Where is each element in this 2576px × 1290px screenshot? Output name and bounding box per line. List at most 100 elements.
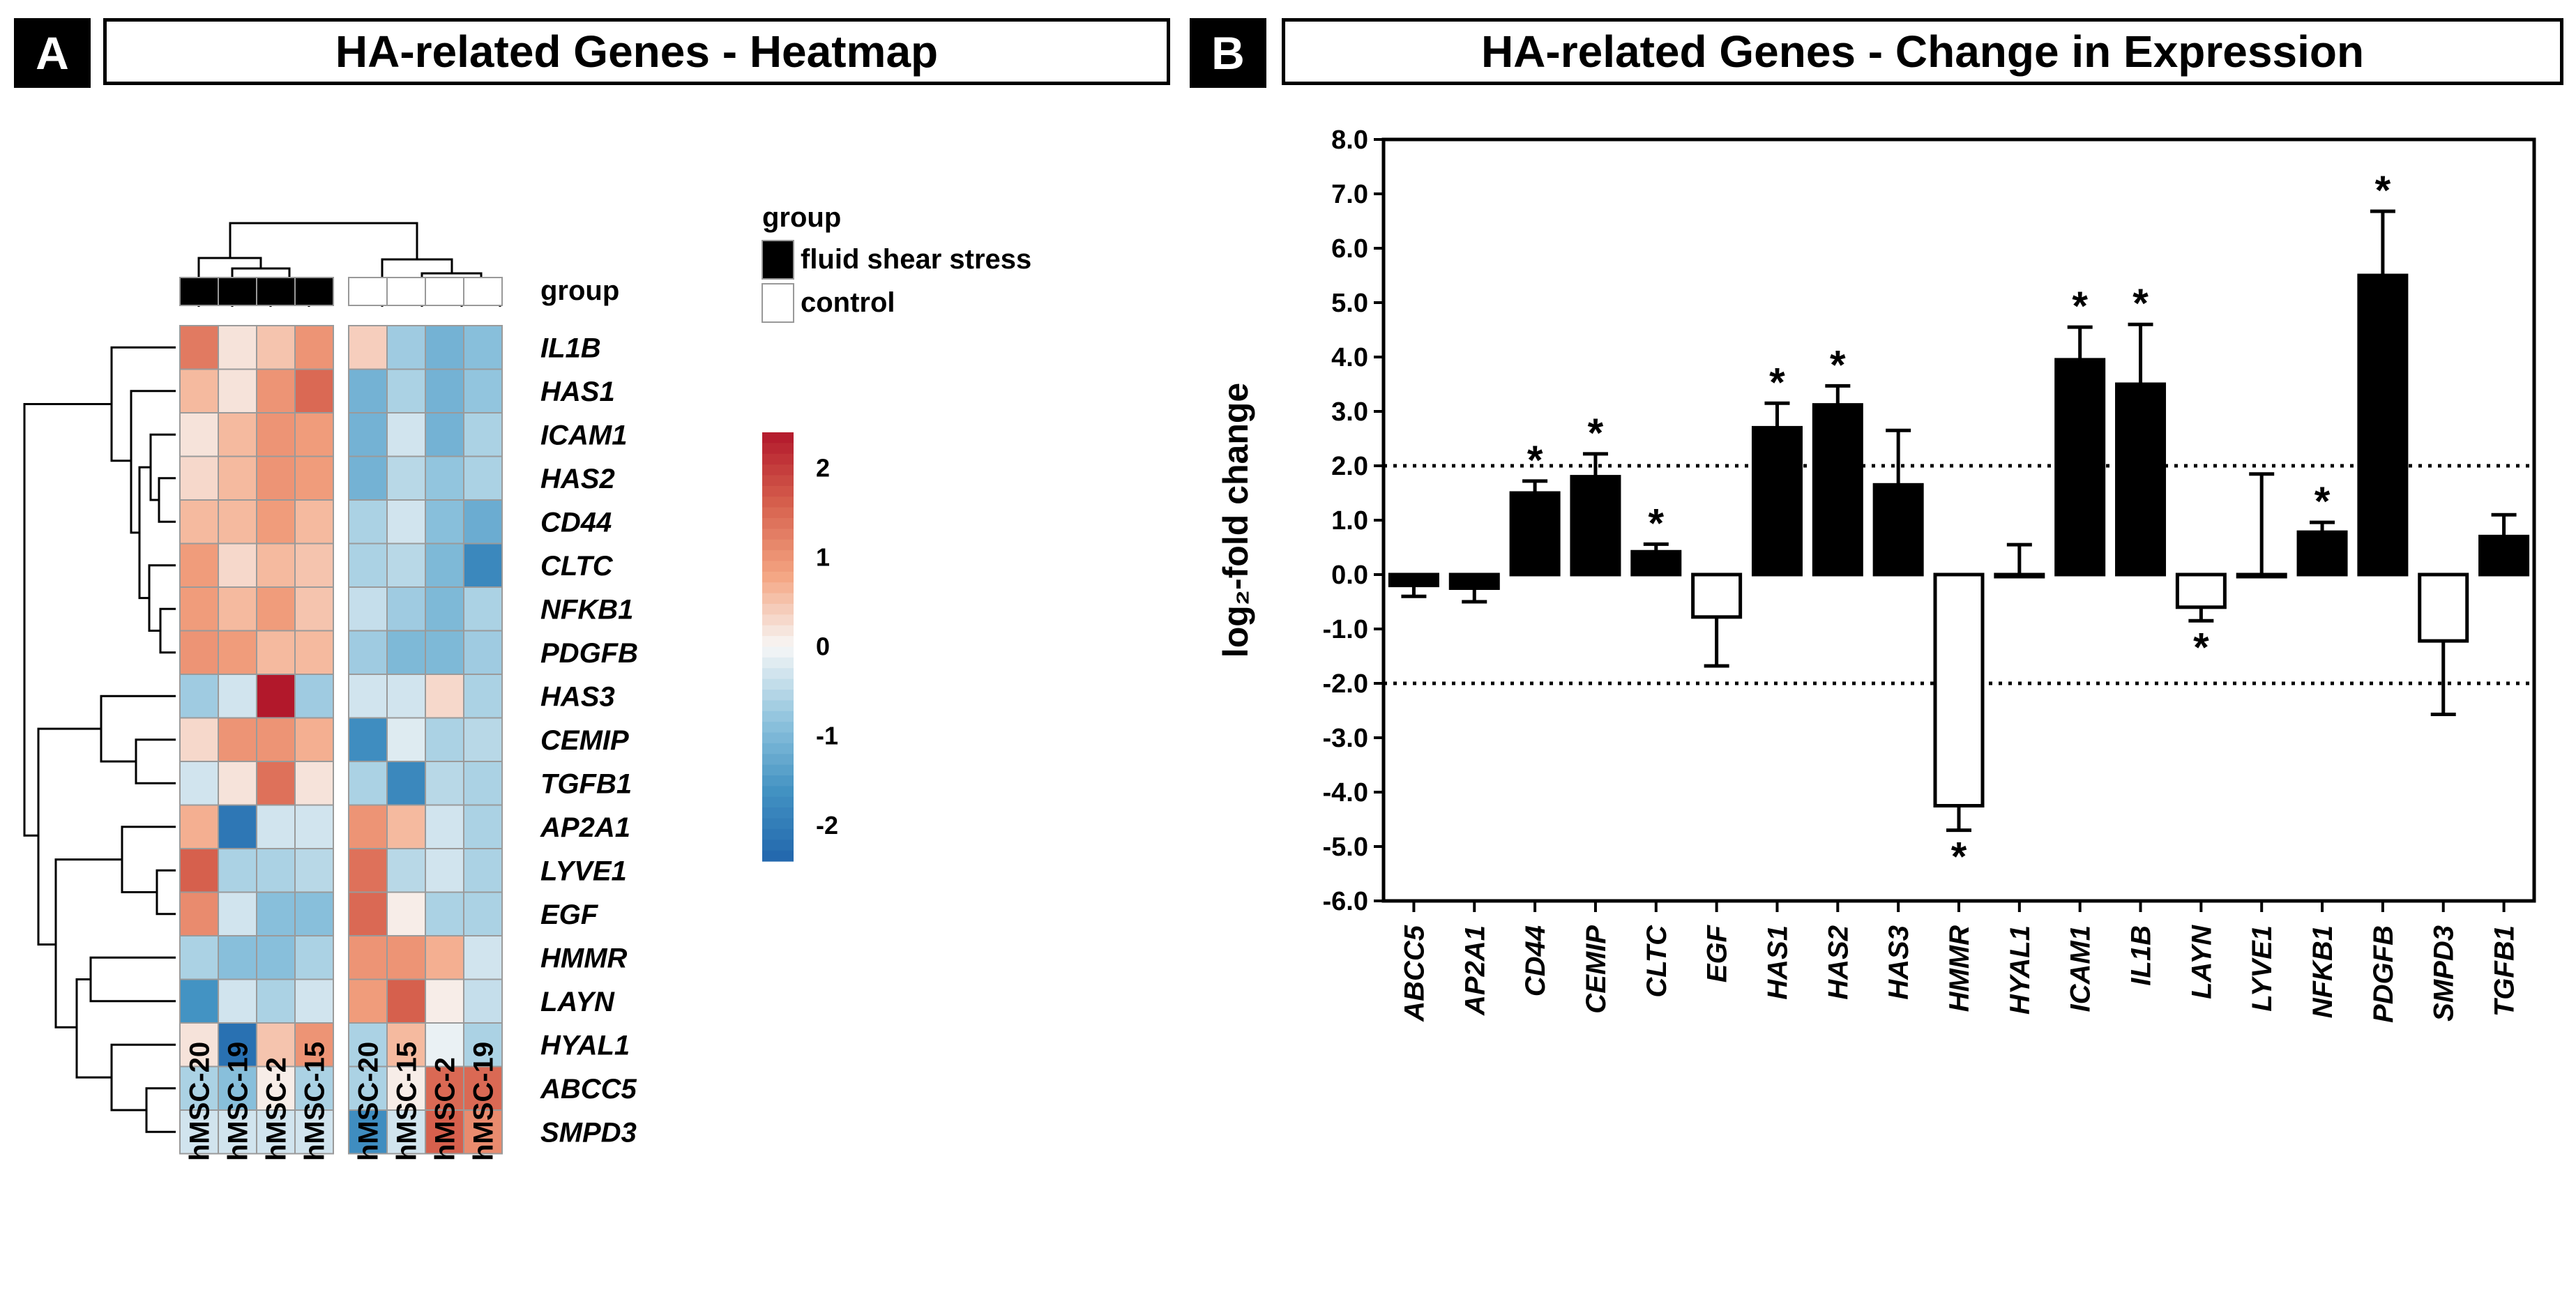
significance-marker: * xyxy=(2193,625,2209,670)
legend-label: control xyxy=(801,287,895,318)
group-cell xyxy=(256,277,296,306)
heatmap-cell xyxy=(463,325,503,370)
row-dendrogram-branch xyxy=(75,978,112,1079)
bar xyxy=(1448,572,1500,590)
heatmap-cell xyxy=(386,1022,426,1068)
row-dendrogram-branch xyxy=(54,858,122,1029)
colorbar-segment xyxy=(762,485,794,497)
colorbar-segment xyxy=(762,850,794,862)
group-cell xyxy=(179,277,219,306)
row-dendrogram-branch xyxy=(110,346,176,462)
bar xyxy=(1872,483,1924,577)
heatmap-cell xyxy=(463,586,503,632)
heatmap-cell xyxy=(348,848,388,893)
row-label: ICAM1 xyxy=(540,420,627,450)
heatmap-cell xyxy=(463,368,503,413)
heatmap-cell xyxy=(425,542,464,588)
heatmap-cell xyxy=(218,455,257,501)
y-tick-label: -4.0 xyxy=(1323,778,1368,807)
row-label: AP2A1 xyxy=(540,812,630,843)
colorbar-segment xyxy=(762,818,794,830)
colorbar-tick-label: -2 xyxy=(816,811,838,840)
heatmap-cell xyxy=(179,848,219,893)
bar-chart: 8.0 7.0 6.0 5.0 4.0 3.0 2.0 1.0 0.0 -1.0 -2.0 -3.0 -… xyxy=(1216,126,2536,1023)
heatmap-cell xyxy=(218,761,257,806)
x-tick-label: CEMIP xyxy=(1581,925,1612,1014)
row-label: TGFB1 xyxy=(540,768,632,799)
heatmap-cell xyxy=(294,848,334,893)
heatmap-cell xyxy=(348,674,388,719)
heatmap-cell xyxy=(348,761,388,806)
column-label: hMSC-15 xyxy=(300,1042,331,1161)
heatmap-cell xyxy=(425,891,464,936)
colorbar-segment xyxy=(762,453,794,465)
row-dendrogram-branch xyxy=(100,695,176,763)
heatmap-cell xyxy=(463,1065,503,1111)
heatmap-cell xyxy=(425,1022,464,1068)
colorbar-segment xyxy=(762,582,794,594)
column-label: hMSC-19 xyxy=(469,1042,499,1161)
significance-marker: * xyxy=(2072,284,2088,329)
row-label: HYAL1 xyxy=(540,1030,630,1061)
colorbar-segment xyxy=(762,432,794,443)
heatmap-cell xyxy=(218,368,257,413)
row-label: CD44 xyxy=(540,507,612,538)
row-label: HAS1 xyxy=(540,377,615,407)
heatmap-cell xyxy=(463,804,503,849)
heatmap-cell xyxy=(348,804,388,849)
heatmap-cell xyxy=(348,1022,388,1068)
heatmap-cell xyxy=(256,368,296,413)
y-tick-label: 4.0 xyxy=(1331,343,1368,372)
heatmap-cell xyxy=(425,499,464,545)
heatmap-cell xyxy=(294,368,334,413)
row-label: LAYN xyxy=(540,987,615,1017)
colorbar-segment xyxy=(762,604,794,615)
heatmap-cell xyxy=(218,1065,257,1111)
row-label: HAS3 xyxy=(540,681,615,712)
heatmap-cell xyxy=(463,717,503,762)
heatmap-cell xyxy=(294,1109,334,1155)
heatmap-cell xyxy=(348,891,388,936)
heatmap-cell xyxy=(256,848,296,893)
row-label: ABCC5 xyxy=(540,1074,637,1105)
row-label: LYVE1 xyxy=(540,856,627,886)
row-dendrogram-branch xyxy=(135,738,176,784)
bar xyxy=(1994,572,2045,579)
heatmap-cell xyxy=(294,717,334,762)
heatmap-cell xyxy=(179,586,219,632)
colorbar-segment xyxy=(762,625,794,637)
bar xyxy=(2357,273,2409,577)
x-tick-label: HMMR xyxy=(1944,925,1975,1012)
colorbar-segment xyxy=(762,636,794,648)
group-cell xyxy=(463,277,503,306)
heatmap-cell xyxy=(425,804,464,849)
colorbar-segment xyxy=(762,571,794,583)
heatmap-cell xyxy=(179,325,219,370)
heatmap-cell xyxy=(348,1065,388,1111)
x-tick-label: HAS3 xyxy=(1884,925,1914,1000)
panel-a-title: HA-related Genes - Heatmap xyxy=(103,18,1170,85)
heatmap-chart: group IL1B HAS1 ICAM1 HAS2 CD44 CLTC NFKB1 PDGFB… xyxy=(23,202,1031,1161)
heatmap-cell xyxy=(218,804,257,849)
colorbar-segment xyxy=(762,443,794,455)
heatmap-cell xyxy=(348,717,388,762)
heatmap-cell xyxy=(256,630,296,675)
x-tick-label: SMPD3 xyxy=(2429,925,2460,1022)
heatmap-cell xyxy=(425,455,464,501)
heatmap-cell xyxy=(348,935,388,980)
group-cell xyxy=(218,277,257,306)
heatmap-cell xyxy=(218,848,257,893)
group-row-label: group xyxy=(540,275,619,306)
heatmap-cell xyxy=(425,674,464,719)
heatmap-cell xyxy=(348,542,388,588)
bar xyxy=(1812,403,1863,577)
heatmap-cell xyxy=(179,717,219,762)
significance-marker: * xyxy=(1830,342,1846,388)
y-tick-label: 8.0 xyxy=(1331,126,1368,155)
y-tick-label: 2.0 xyxy=(1331,452,1368,481)
heatmap-cell xyxy=(218,935,257,980)
heatmap-cell xyxy=(179,804,219,849)
heatmap-cell xyxy=(294,499,334,545)
colorbar-segment xyxy=(762,518,794,529)
significance-marker: * xyxy=(2375,168,2391,213)
